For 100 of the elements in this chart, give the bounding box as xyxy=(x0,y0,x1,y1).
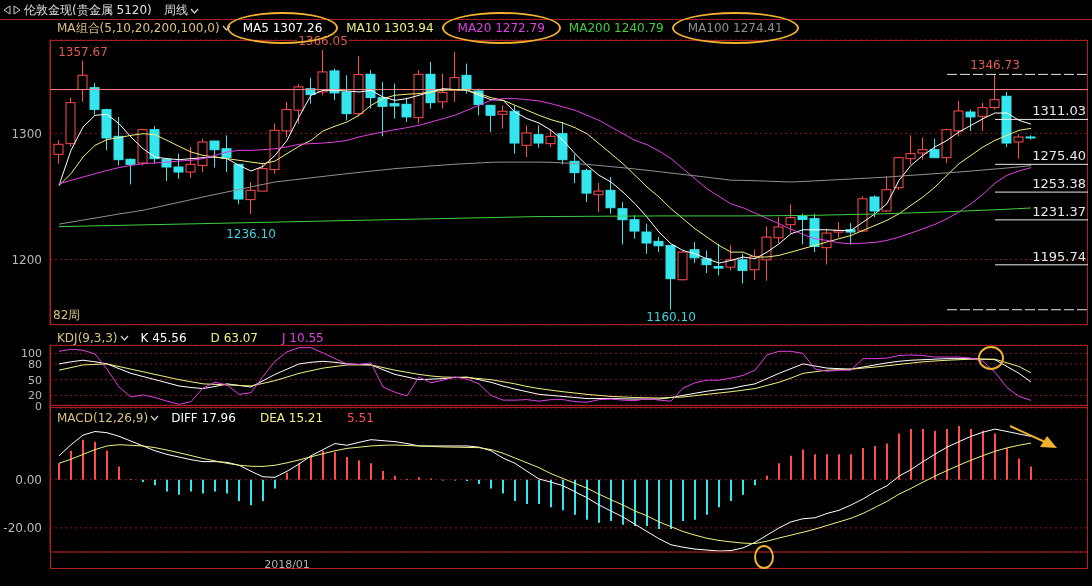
bar xyxy=(502,479,504,494)
annotation: 82周 xyxy=(53,307,81,324)
candlestick xyxy=(533,124,544,149)
bar xyxy=(718,479,720,508)
text: DEA 15.21 xyxy=(259,411,324,425)
legend-title: MA组合(5,10,20,200,100,0) xyxy=(57,19,220,37)
bar xyxy=(994,433,996,480)
text: DIFF 17.96 xyxy=(171,411,236,425)
candlestick xyxy=(53,139,64,165)
ref-line-label: 1275.40 xyxy=(1032,148,1086,164)
bar xyxy=(490,479,492,489)
bar xyxy=(334,452,336,480)
bar xyxy=(778,463,780,480)
candlestick xyxy=(701,249,712,274)
legend-title: MACD(12,26,9) xyxy=(57,411,149,425)
bar xyxy=(730,479,732,501)
text: MA10 1303.94 xyxy=(346,21,434,35)
bar xyxy=(310,455,312,480)
bar xyxy=(382,471,384,480)
bar xyxy=(1018,458,1020,480)
bar xyxy=(934,430,936,480)
candlestick xyxy=(521,124,532,158)
candlestick xyxy=(437,73,448,110)
y-tick-label: 0.00 xyxy=(15,472,42,487)
bar xyxy=(226,479,228,494)
bar xyxy=(550,479,552,508)
candlestick xyxy=(461,63,472,95)
bar xyxy=(754,479,756,486)
bar xyxy=(802,449,804,480)
y-tick-label: -20.00 xyxy=(3,521,42,536)
bar xyxy=(154,479,156,486)
bar xyxy=(838,454,840,480)
annotation: 1236.10 xyxy=(226,226,276,241)
bar xyxy=(370,463,372,480)
candlestick xyxy=(929,138,940,159)
bar xyxy=(322,450,324,480)
bar xyxy=(166,479,168,492)
y-tick-label: 1200 xyxy=(11,252,42,267)
bar xyxy=(202,479,204,494)
bar xyxy=(358,460,360,480)
bar xyxy=(178,479,180,495)
bar xyxy=(598,479,600,523)
bar xyxy=(850,454,852,480)
candlestick xyxy=(1013,133,1024,160)
candlestick xyxy=(485,104,496,133)
annotation: 1357.67 xyxy=(58,44,108,59)
ref-line-label: 1311.03 xyxy=(1032,103,1086,119)
ref-line-label: 1231.37 xyxy=(1032,203,1086,219)
bar xyxy=(742,479,744,495)
bar xyxy=(682,479,684,521)
bar xyxy=(214,479,216,492)
text: D 63.07 xyxy=(210,331,259,345)
bar xyxy=(538,479,540,505)
line-series xyxy=(58,347,1032,405)
text: MA20 1272.79 xyxy=(457,21,545,35)
bar xyxy=(886,443,888,480)
bar xyxy=(1030,466,1032,480)
bar xyxy=(574,479,576,515)
bar xyxy=(190,479,192,492)
bar xyxy=(706,479,708,515)
bar xyxy=(118,466,120,480)
bar xyxy=(238,479,240,501)
bar xyxy=(814,454,816,480)
ref-line-label: 1253.38 xyxy=(1032,176,1086,192)
candlestick xyxy=(713,243,724,276)
bar xyxy=(922,429,924,480)
candlestick xyxy=(725,244,736,271)
candlestick xyxy=(593,182,604,213)
ref-line-label: 1195.74 xyxy=(1032,248,1086,264)
candlestick xyxy=(737,253,748,285)
bar xyxy=(898,433,900,480)
bar xyxy=(874,445,876,480)
candlestick xyxy=(605,176,616,215)
bar xyxy=(766,475,768,480)
bar xyxy=(106,450,108,480)
bar xyxy=(694,479,696,520)
bar xyxy=(298,463,300,480)
bar xyxy=(250,479,252,506)
text: MA5 1307.26 xyxy=(242,21,323,35)
x-tick-label: 2018/01 xyxy=(264,557,310,571)
bar xyxy=(394,475,396,480)
bar xyxy=(562,479,564,511)
bar xyxy=(286,472,288,480)
bar xyxy=(790,455,792,480)
line-series xyxy=(58,428,1032,552)
chart-title: 伦敦金现(贵金属 5120) xyxy=(24,2,152,19)
text: 5.51 xyxy=(347,411,374,425)
bar xyxy=(646,479,648,526)
y-tick-label: 50 xyxy=(28,373,42,387)
candlestick xyxy=(965,109,976,132)
bar xyxy=(958,425,960,480)
text: MA100 1274.41 xyxy=(687,21,783,35)
candlestick xyxy=(785,203,796,234)
bar xyxy=(586,479,588,520)
bar xyxy=(526,479,528,505)
candlestick xyxy=(449,51,460,103)
bar xyxy=(910,429,912,480)
legend-title: KDJ(9,3,3) xyxy=(57,331,118,345)
bar xyxy=(346,457,348,480)
text: K 45.56 xyxy=(140,331,187,345)
